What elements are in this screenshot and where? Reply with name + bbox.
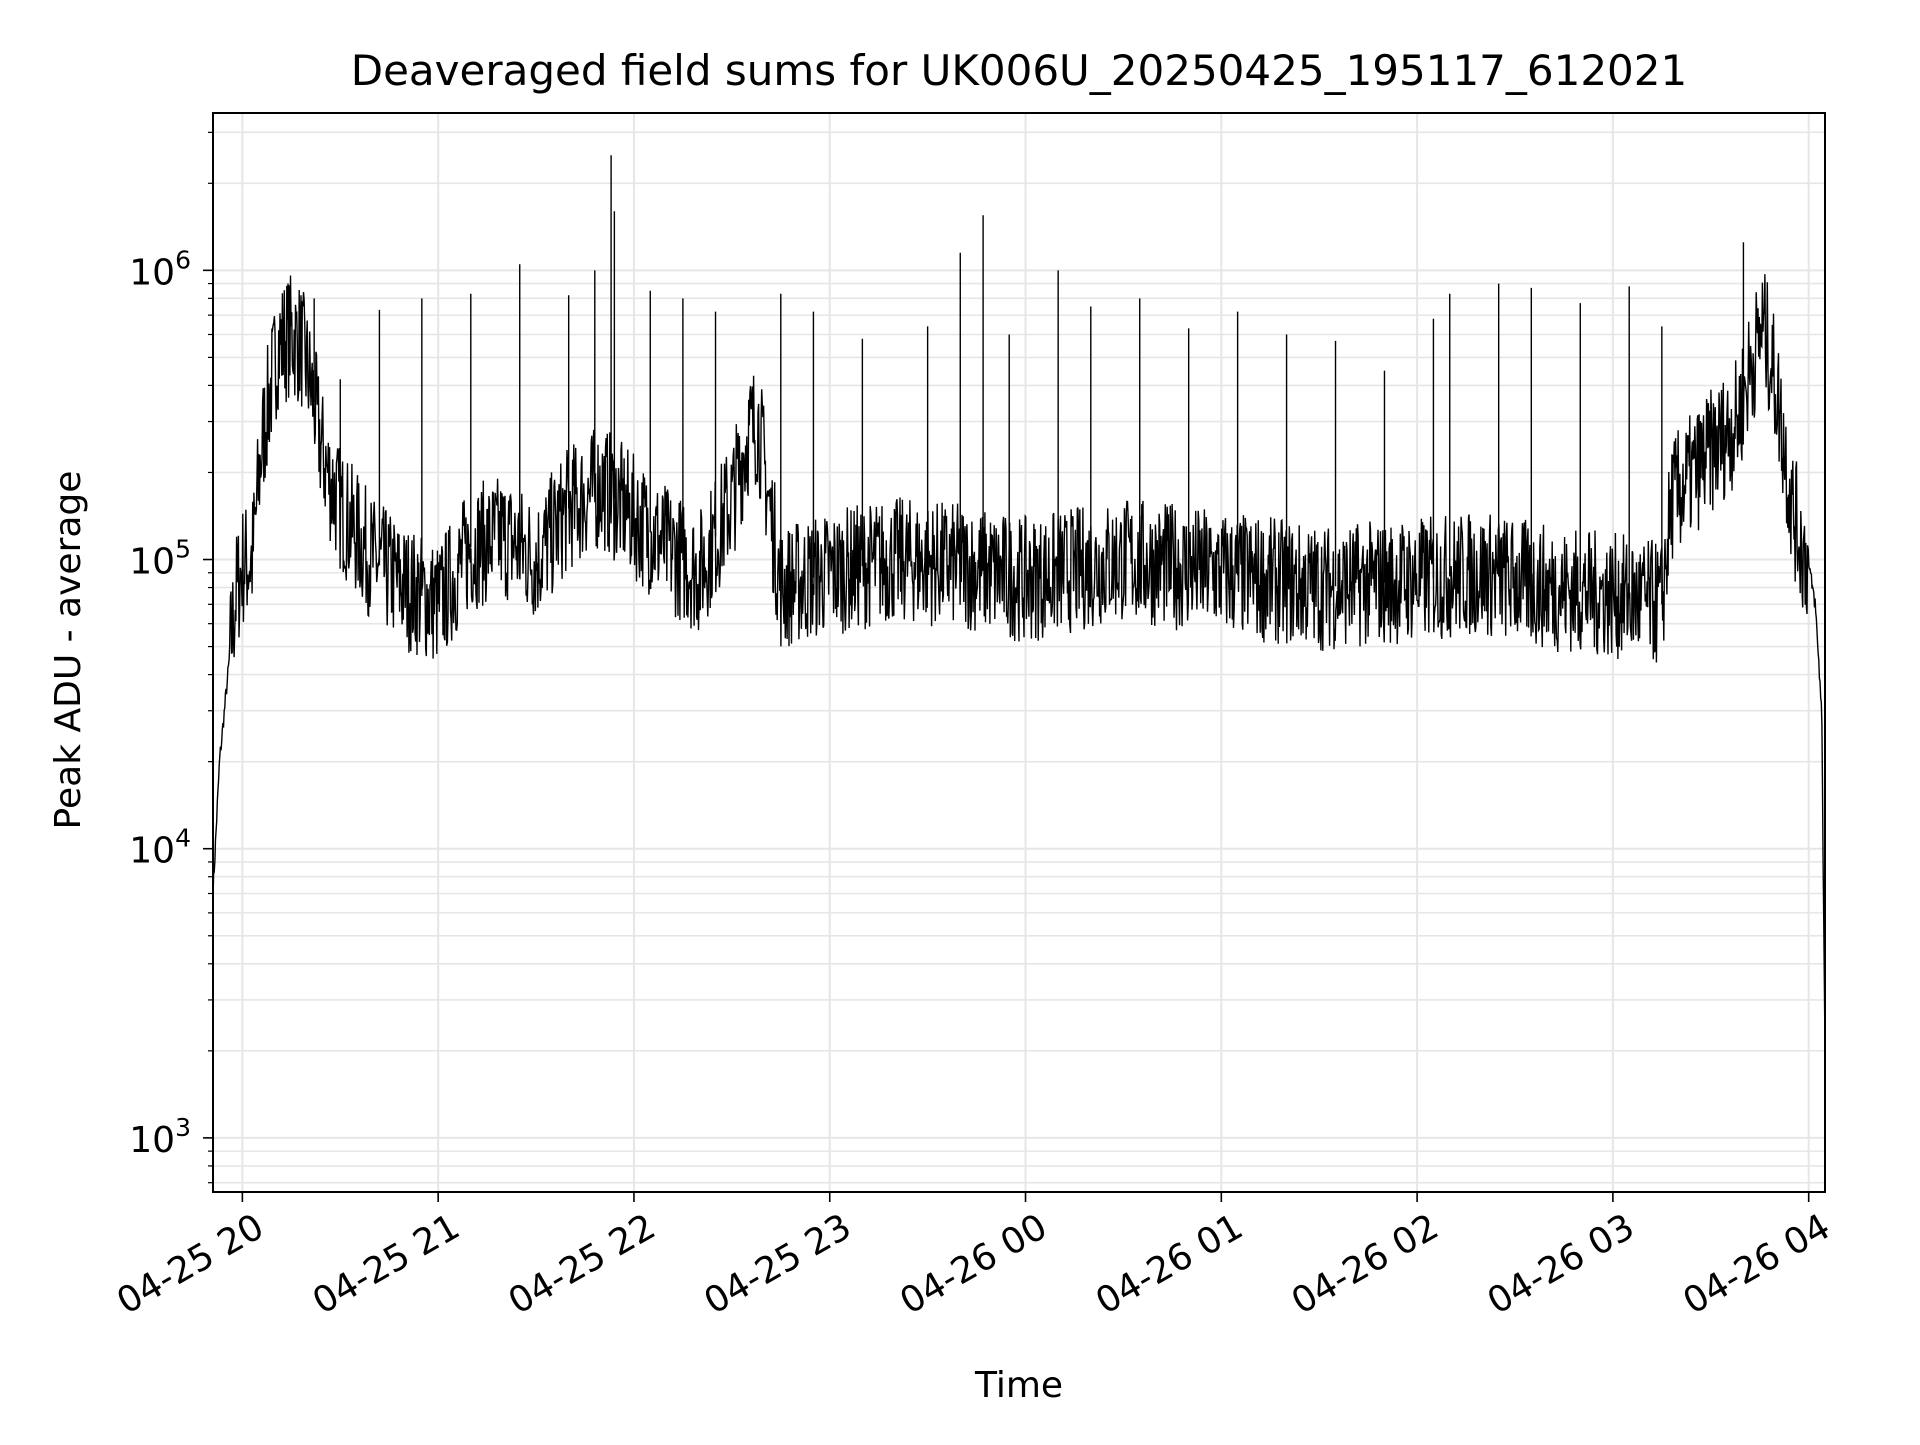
- x-axis-label: Time: [974, 1365, 1063, 1406]
- series-layer: [213, 155, 1825, 1051]
- chart-title: Deaveraged field sums for UK006U_2025042…: [351, 46, 1687, 95]
- y-tick-label: 104: [129, 824, 191, 872]
- y-tick-label: 103: [129, 1113, 191, 1161]
- series-line: [213, 274, 1825, 1051]
- y-tick-label: 106: [129, 245, 191, 293]
- y-tick-label: 105: [129, 535, 191, 583]
- y-axis-ticks: 103 104 105 106: [129, 131, 213, 1184]
- y-axis-label: Peak ADU - average: [48, 471, 89, 830]
- plot-frame: [212, 112, 1826, 1193]
- grid: [213, 113, 1825, 1192]
